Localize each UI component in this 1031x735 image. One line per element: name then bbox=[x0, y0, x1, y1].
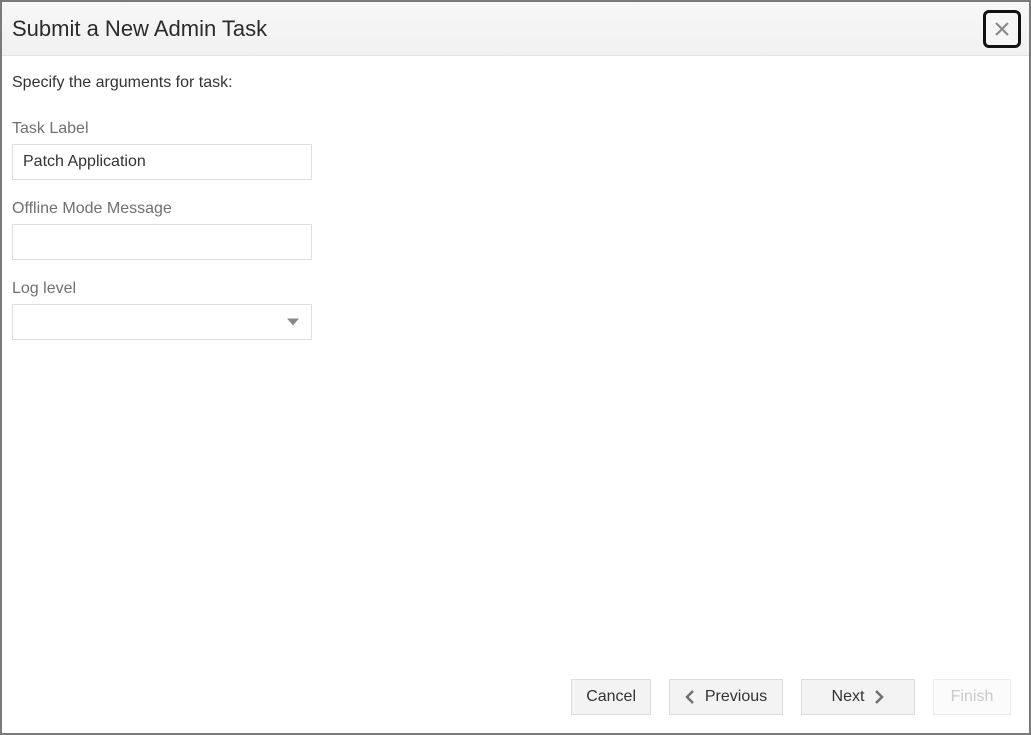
field-offline-mode-message: Offline Mode Message bbox=[12, 200, 1019, 260]
next-button[interactable]: Next bbox=[801, 679, 915, 715]
previous-button[interactable]: Previous bbox=[669, 679, 783, 715]
next-button-label: Next bbox=[832, 688, 865, 706]
cancel-button[interactable]: Cancel bbox=[571, 679, 651, 715]
dialog-body: Specify the arguments for task: Task Lab… bbox=[2, 56, 1029, 669]
task-label-label: Task Label bbox=[12, 120, 1019, 138]
dialog-footer: Cancel Previous Next Finish bbox=[2, 669, 1029, 733]
offline-mode-message-input[interactable] bbox=[12, 224, 312, 260]
close-icon bbox=[994, 21, 1010, 37]
log-level-select[interactable] bbox=[12, 304, 312, 340]
chevron-down-icon bbox=[287, 319, 299, 326]
close-button[interactable] bbox=[983, 10, 1021, 48]
task-label-input[interactable] bbox=[12, 144, 312, 180]
finish-button-label: Finish bbox=[951, 688, 994, 706]
finish-button: Finish bbox=[933, 679, 1011, 715]
field-log-level: Log level bbox=[12, 280, 1019, 340]
offline-mode-message-label: Offline Mode Message bbox=[12, 200, 1019, 218]
log-level-label: Log level bbox=[12, 280, 1019, 298]
cancel-button-label: Cancel bbox=[586, 688, 636, 706]
chevron-right-icon bbox=[872, 690, 884, 704]
chevron-left-icon bbox=[685, 690, 697, 704]
dialog-header: Submit a New Admin Task bbox=[2, 2, 1029, 56]
dialog-title: Submit a New Admin Task bbox=[10, 16, 267, 42]
submit-admin-task-dialog: Submit a New Admin Task Specify the argu… bbox=[0, 0, 1031, 735]
field-task-label: Task Label bbox=[12, 120, 1019, 180]
previous-button-label: Previous bbox=[705, 688, 767, 706]
intro-text: Specify the arguments for task: bbox=[12, 74, 1019, 92]
